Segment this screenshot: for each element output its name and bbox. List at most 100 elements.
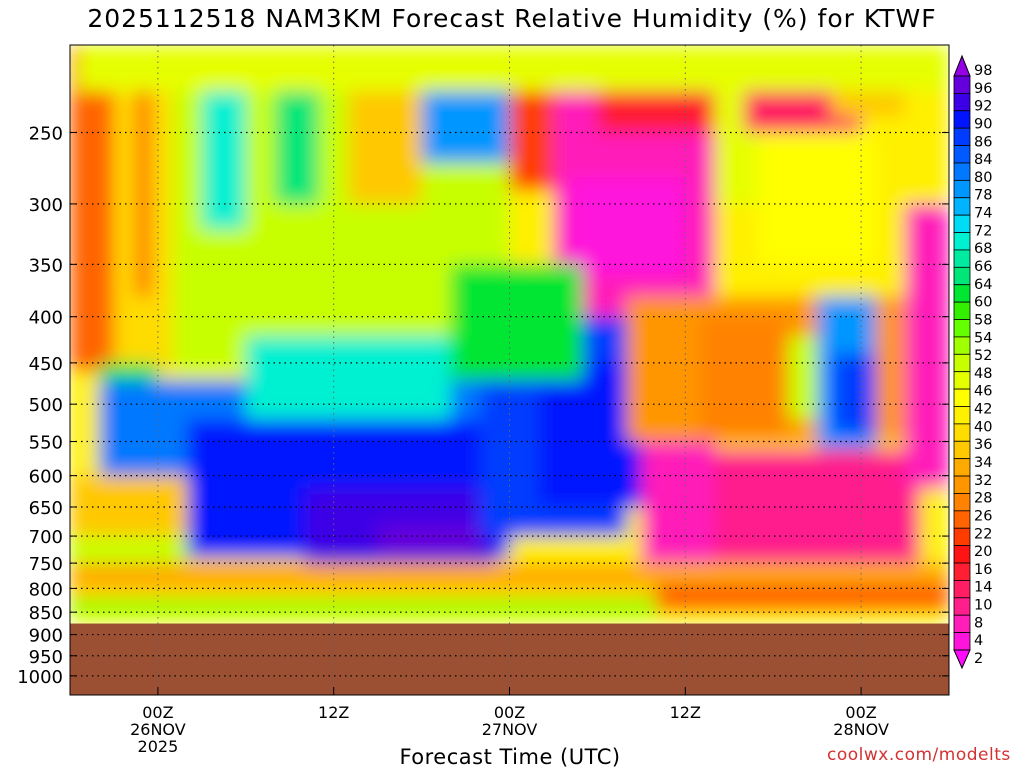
- rh-region: [135, 64, 151, 297]
- colorbar-swatch: [953, 92, 971, 112]
- rh-region: [538, 362, 642, 508]
- x-axis-title: Forecast Time (UTC): [399, 745, 621, 769]
- y-tick-label: 850: [29, 603, 63, 624]
- colorbar-label: 98: [974, 63, 992, 79]
- rh-region: [714, 448, 920, 569]
- y-tick-label: 550: [29, 433, 63, 454]
- rh-region: [245, 335, 451, 420]
- colorbar-label: 40: [974, 419, 992, 435]
- rh-region: [70, 614, 949, 624]
- rh-region: [377, 524, 481, 569]
- colorbar-label: 42: [974, 402, 992, 418]
- y-tick-label: 450: [29, 354, 63, 375]
- colorbar-swatch: [953, 284, 971, 303]
- colorbar-swatch: [953, 127, 971, 146]
- rh-region: [758, 132, 876, 265]
- colorbar-label: 14: [974, 580, 992, 596]
- colorbar-swatch: [953, 197, 971, 216]
- rh-region: [656, 583, 949, 613]
- rh-region: [77, 45, 949, 92]
- colorbar-label: 20: [974, 544, 992, 560]
- y-tick-label: 700: [29, 527, 63, 548]
- colorbar-swatch: [953, 266, 971, 286]
- colorbar-label: 64: [974, 277, 992, 293]
- y-tick-label: 750: [29, 554, 63, 575]
- colorbar-swatch: [953, 423, 971, 442]
- y-tick-label: 500: [29, 395, 63, 416]
- source-credit[interactable]: coolwx.com/modelts: [827, 745, 1011, 765]
- x-tick-label: 27NOV: [482, 720, 538, 739]
- colorbar-swatch: [953, 249, 971, 268]
- colorbar-label: 48: [974, 366, 992, 382]
- x-tick-label: 00Z: [494, 703, 525, 722]
- x-tick-label: 00Z: [142, 703, 173, 722]
- colorbar-swatch: [953, 562, 971, 581]
- colorbar-swatch: [953, 336, 971, 355]
- rh-region: [348, 82, 422, 204]
- rh-region: [450, 264, 583, 380]
- colorbar-swatch: [953, 458, 971, 477]
- colorbar-label: 28: [974, 491, 992, 507]
- colorbar-label: 92: [974, 99, 992, 115]
- colorbar-swatch: [953, 527, 971, 547]
- y-tick-label: 900: [29, 626, 63, 647]
- y-tick-label: 1000: [17, 667, 63, 688]
- colorbar-label: 26: [974, 508, 992, 524]
- rh-region: [70, 45, 114, 372]
- colorbar-swatch: [953, 214, 971, 233]
- y-tick-label: 300: [29, 195, 63, 216]
- colorbar-label: 60: [974, 295, 992, 311]
- colorbar-label: 46: [974, 384, 992, 400]
- rh-region: [905, 203, 949, 489]
- chart-title: 2025112518 NAM3KM Forecast Relative Humi…: [87, 4, 937, 33]
- colorbar-label: 80: [974, 170, 992, 186]
- colorbar-swatch: [953, 597, 971, 616]
- colorbar-swatch: [953, 353, 971, 373]
- colorbar-swatch: [953, 510, 971, 529]
- x-tick-label: 26NOV: [130, 720, 186, 739]
- colorbar: 9896929086848078747268666460585452484642…: [953, 54, 992, 670]
- y-tick-label: 400: [29, 308, 63, 329]
- colorbar-label: 34: [974, 455, 992, 471]
- y-tick-label: 650: [29, 498, 63, 519]
- x-tick-label: 00Z: [845, 703, 876, 722]
- colorbar-label: 4: [974, 633, 983, 649]
- y-axis: 2503003504004505005506006507007508008509…: [17, 123, 949, 688]
- x-tick-label: 12Z: [318, 703, 349, 722]
- colorbar-label: 58: [974, 312, 992, 328]
- colorbar-swatch: [953, 580, 971, 599]
- colorbar-cap-bottom: [953, 649, 971, 670]
- colorbar-label: 54: [974, 330, 992, 346]
- colorbar-swatch: [953, 301, 971, 320]
- colorbar-label: 72: [974, 223, 992, 239]
- rh-region: [831, 354, 876, 435]
- colorbar-swatch: [953, 545, 971, 564]
- colorbar-swatch: [953, 162, 971, 181]
- colorbar-swatch: [953, 632, 971, 651]
- rh-region: [699, 316, 788, 442]
- rh-region: [70, 600, 656, 617]
- y-tick-label: 950: [29, 647, 63, 668]
- y-tick-label: 600: [29, 467, 63, 488]
- x-tick-label: 2025: [138, 737, 179, 756]
- colorbar-label: 96: [974, 81, 992, 97]
- rh-region: [641, 441, 715, 579]
- rh-region: [568, 176, 686, 276]
- x-tick-label: 12Z: [670, 703, 701, 722]
- colorbar-label: 66: [974, 259, 992, 275]
- colorbar-swatch: [953, 406, 971, 425]
- colorbar-swatch: [953, 110, 971, 129]
- x-tick-label: 28NOV: [833, 720, 889, 739]
- colorbar-swatch: [953, 371, 971, 390]
- y-tick-label: 250: [29, 123, 63, 144]
- colorbar-label: 10: [974, 598, 992, 614]
- colorbar-label: 86: [974, 134, 992, 150]
- y-tick-label: 800: [29, 579, 63, 600]
- colorbar-label: 32: [974, 473, 992, 489]
- colorbar-label: 36: [974, 437, 992, 453]
- colorbar-label: 84: [974, 152, 992, 168]
- humidity-field: [70, 45, 949, 624]
- colorbar-label: 16: [974, 562, 992, 578]
